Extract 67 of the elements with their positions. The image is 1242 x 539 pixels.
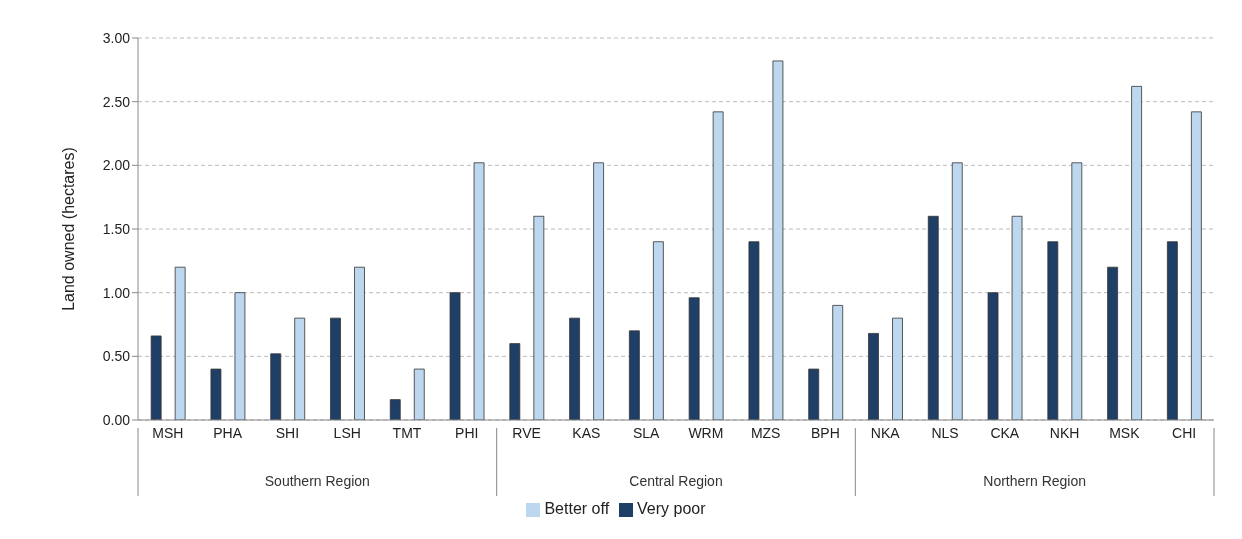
y-tick-label: 2.50 <box>102 93 131 110</box>
x-tick-label: MZS <box>750 424 781 441</box>
bar <box>1166 241 1178 420</box>
y-axis-title: Land owned (hectares) <box>59 147 77 311</box>
x-tick-label: BPH <box>811 424 840 441</box>
bar <box>509 343 521 420</box>
x-tick-label: KAS <box>572 424 601 441</box>
text: Northern Region <box>983 473 1087 489</box>
bar <box>748 241 760 420</box>
bar <box>294 317 306 420</box>
legend-label: Very poor <box>637 500 706 517</box>
bar <box>951 162 963 420</box>
bar <box>628 330 640 420</box>
x-tick-label: CHI <box>1172 424 1197 441</box>
bar <box>832 305 844 420</box>
x-tick-label: MSH <box>152 424 184 441</box>
bar <box>712 111 724 420</box>
y-tick-label: 1.00 <box>102 284 131 301</box>
x-tick-label: WRM <box>688 424 724 441</box>
bar <box>174 266 186 420</box>
bar <box>772 60 784 420</box>
bar <box>330 317 341 420</box>
x-tick-label: NKA <box>870 424 901 441</box>
x-tick-label: RVE <box>512 424 541 441</box>
bar <box>533 215 545 420</box>
bar <box>927 215 939 420</box>
bar <box>449 292 461 420</box>
y-tick-label: 0.00 <box>102 411 131 428</box>
y-tick-label: 2.00 <box>102 157 131 174</box>
bar <box>1071 162 1083 420</box>
x-tick-label: LSH <box>333 424 361 441</box>
bar <box>473 162 485 420</box>
bar <box>234 292 246 420</box>
bar <box>688 297 700 420</box>
x-tick-label: MSK <box>1109 424 1141 441</box>
legend-label: Better off <box>544 500 610 517</box>
bar <box>868 333 879 420</box>
bar <box>892 317 903 420</box>
bar <box>150 335 162 420</box>
y-tick-label: 3.00 <box>102 29 131 46</box>
bar <box>413 368 425 420</box>
y-tick-label: 1.50 <box>102 220 131 237</box>
bar <box>354 266 365 420</box>
x-tick-label: NKH <box>1049 424 1080 441</box>
bar <box>1107 266 1118 420</box>
x-tick-label: PHI <box>455 424 479 441</box>
x-tick-label: PHA <box>213 424 243 441</box>
y-tick-label: 0.50 <box>102 348 131 365</box>
bar <box>389 399 401 420</box>
x-tick-label: NLS <box>931 424 959 441</box>
bar <box>808 368 820 420</box>
bar <box>1131 85 1142 420</box>
x-tick-label: CKA <box>990 424 1020 441</box>
text: Southern Region <box>264 473 370 489</box>
bar <box>593 162 604 420</box>
bar <box>1011 215 1023 420</box>
bar <box>987 292 999 420</box>
x-tick-label: TMT <box>392 424 422 441</box>
bar <box>270 353 282 420</box>
bar <box>652 241 664 420</box>
bar <box>569 317 580 420</box>
bar <box>210 368 222 420</box>
bar <box>1190 111 1202 420</box>
x-tick-label: SHI <box>275 424 300 441</box>
text: Central Region <box>629 473 723 489</box>
bar <box>1047 241 1059 420</box>
x-tick-label: SLA <box>632 424 660 441</box>
